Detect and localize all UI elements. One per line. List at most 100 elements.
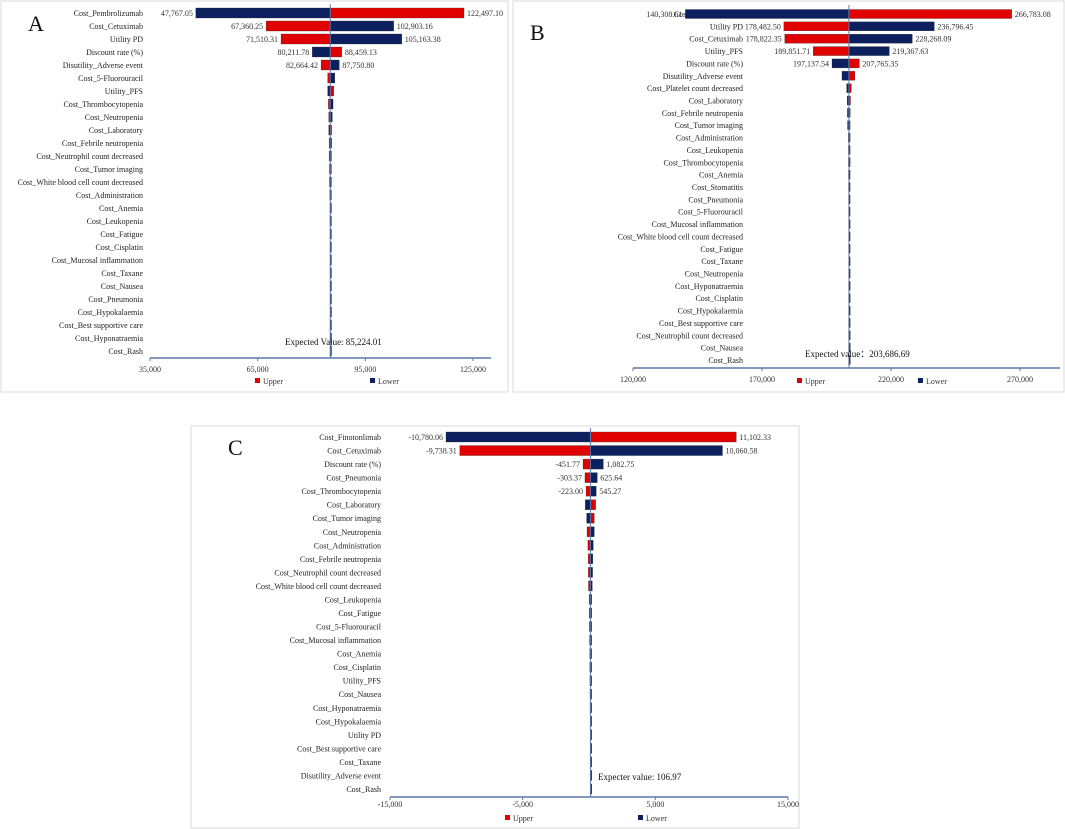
- row-label: Cost_5-Fluorouracil: [316, 623, 382, 632]
- bar-upper: [848, 71, 856, 81]
- bar-upper: [320, 59, 331, 71]
- row-label: Cost_Anemia: [337, 650, 381, 659]
- row-label: Cost_Administration: [314, 541, 381, 550]
- value-label-upper: -303.37: [557, 474, 582, 483]
- bar-upper: [784, 34, 850, 44]
- row-label: Cost_Pneumonia: [88, 295, 143, 304]
- bar-lower: [312, 46, 331, 58]
- row-label: Cost_White blood cell count decreased: [256, 582, 381, 591]
- panel-b-letter: B: [530, 20, 545, 45]
- bar-lower: [330, 72, 335, 84]
- bar-lower: [590, 526, 595, 537]
- x-tick-label: 35,000: [139, 365, 161, 374]
- value-label-upper: 11,102.33: [739, 433, 771, 442]
- row-label: Cost_Anemia: [99, 204, 143, 213]
- x-tick-label: 270,000: [1007, 375, 1033, 384]
- value-label-upper: -223.00: [558, 487, 583, 496]
- row-label: Cost_5-Fluorouracil: [678, 208, 744, 217]
- row-label: Cost_Cetuximab: [327, 447, 381, 456]
- row-label: Disutility_Adverse event: [663, 72, 744, 81]
- row-label: Cost_Best supportive care: [659, 319, 743, 328]
- row-label: Cost_Mucosal inflammation: [290, 636, 381, 645]
- row-label: Cost_Administration: [676, 134, 743, 143]
- row-label: Cost_Administration: [76, 191, 143, 200]
- bar-upper: [590, 499, 596, 510]
- row-label: Cost_Neutropenia: [323, 528, 382, 537]
- row-label: Cost_Laboratory: [89, 126, 143, 135]
- row-label: Utility_PFS: [343, 677, 381, 686]
- value-label-upper: 178,482.50: [745, 22, 781, 31]
- bar-upper: [848, 9, 1012, 19]
- bar-upper: [265, 20, 331, 32]
- row-label: Cost_Neutrophil count decreased: [36, 152, 143, 161]
- row-label: Cost_Neutropenia: [685, 270, 744, 279]
- bar-upper: [848, 58, 860, 69]
- legend-lower-label: Lower: [646, 814, 667, 823]
- x-tick-label: 125,000: [460, 365, 486, 374]
- legend-upper-swatch: [505, 815, 510, 820]
- row-label: Cost_Hypokalaemia: [316, 717, 382, 726]
- row-label: Cost_Thrombocytopenia: [663, 158, 743, 167]
- row-label: Cost_Mucosal inflammation: [652, 220, 743, 229]
- x-tick-label: 170,000: [749, 375, 775, 384]
- value-label-lower: 219,367.63: [892, 47, 928, 56]
- row-label: Cost_Hyponatraemia: [675, 282, 743, 291]
- value-label-upper: 82,664.42: [286, 61, 318, 70]
- row-label: Cost_Cisplatin: [333, 663, 381, 672]
- x-tick-label: 65,000: [247, 365, 269, 374]
- legend-lower-swatch: [370, 378, 375, 383]
- value-label-lower: 102,903.16: [397, 22, 433, 31]
- row-label: Cost_Platelet count decreased: [647, 84, 743, 93]
- panel-a-frame: [0, 0, 509, 393]
- row-label: Cost_Cetuximab: [689, 35, 743, 44]
- row-label: Cost_Neutrophil count decreased: [636, 331, 743, 340]
- bar-lower: [330, 20, 394, 32]
- row-label: Cost_Febrile neutropenia: [62, 139, 144, 148]
- value-label-lower: 140,308.61: [646, 10, 682, 19]
- row-label: Cost_Febrile neutropenia: [300, 555, 382, 564]
- expected-value-label: Expected value：203,686.69: [805, 349, 910, 359]
- row-label: Cost_Rash: [346, 785, 381, 794]
- row-label: Cost_Tumor imaging: [675, 121, 743, 130]
- x-tick-label: -15,000: [378, 800, 403, 809]
- legend-upper-label: Upper: [263, 377, 283, 386]
- bar-upper: [585, 486, 591, 497]
- row-label: Cost_Best supportive care: [297, 744, 381, 753]
- bar-lower: [848, 46, 890, 56]
- value-label-upper: 88,459.13: [345, 48, 377, 57]
- value-label-lower: 87,750.80: [342, 61, 374, 70]
- bar-upper: [330, 7, 465, 19]
- legend-lower-swatch: [918, 378, 923, 383]
- value-label-lower: -10,780.06: [408, 433, 443, 442]
- row-label: Cost_Hypokalaemia: [678, 307, 744, 316]
- row-label: Cost_Cisplatin: [95, 243, 143, 252]
- row-label: Utility_PFS: [105, 87, 143, 96]
- value-label-lower: 236,796.45: [937, 22, 973, 31]
- legend-upper-label: Upper: [805, 377, 825, 386]
- value-label-lower: 228,268.09: [915, 35, 951, 44]
- bar-lower: [685, 9, 850, 19]
- bar-lower: [195, 7, 331, 19]
- row-label: Cost_Hypokalaemia: [78, 308, 144, 317]
- row-label: Cost_Laboratory: [327, 501, 381, 510]
- bar-lower: [848, 21, 935, 32]
- row-label: Cost_Pneumonia: [688, 195, 743, 204]
- row-label: Cost_Tumor imaging: [75, 165, 143, 174]
- bar-upper: [330, 85, 334, 97]
- panel-c-frame: [190, 425, 800, 829]
- value-label-upper: 71,510.31: [246, 35, 278, 44]
- row-label: Cost_Anemia: [699, 171, 743, 180]
- row-label: Cost_Rash: [708, 356, 743, 365]
- x-tick-label: 5,000: [646, 800, 664, 809]
- bar-lower: [848, 34, 913, 44]
- value-label-upper: 122,497.10: [467, 9, 503, 18]
- x-tick-label: 15,000: [777, 800, 799, 809]
- bar-upper: [280, 33, 331, 45]
- value-label-upper: 266,783.08: [1015, 10, 1051, 19]
- row-label: Cost_Mucosal inflammation: [52, 256, 143, 265]
- expected-value-label: Expecter value: 106.97: [598, 772, 682, 782]
- value-label-upper: 207,765.35: [862, 59, 898, 68]
- row-label: Cost_Best supportive care: [59, 321, 143, 330]
- row-label: Cost_Rash: [108, 347, 143, 356]
- row-label: Cost_White blood cell count decreased: [618, 232, 743, 241]
